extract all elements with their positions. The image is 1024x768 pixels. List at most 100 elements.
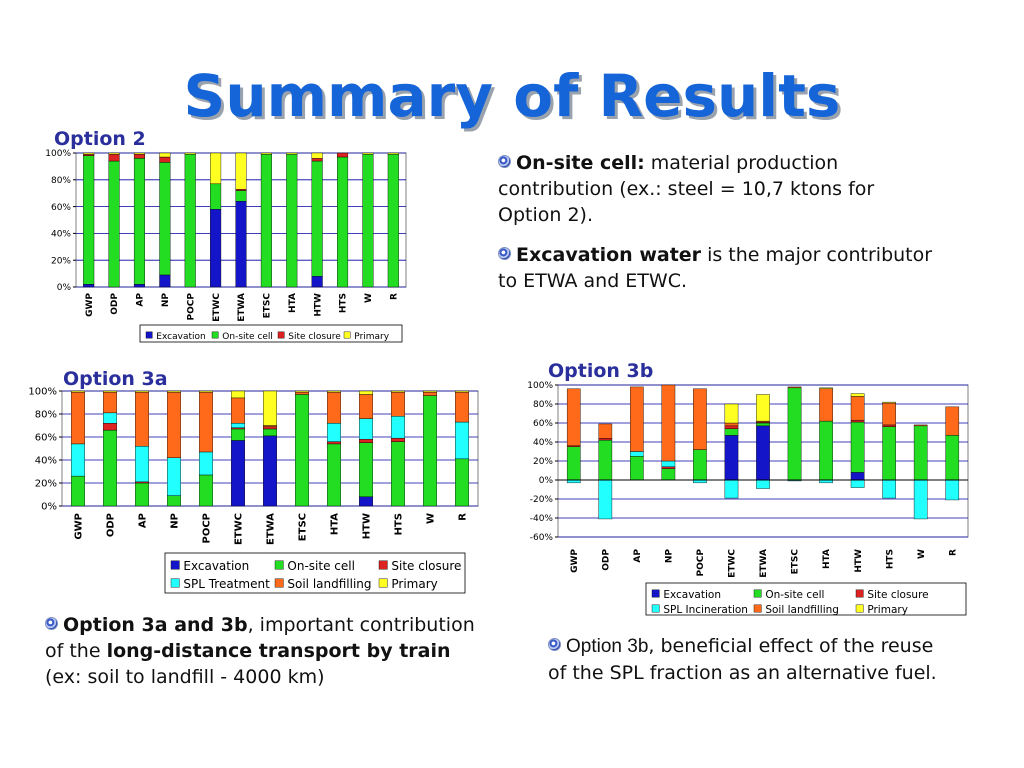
legend-label: SPL Treatment: [183, 577, 270, 591]
bar-segment: [108, 160, 120, 288]
bar-segment: [724, 479, 739, 499]
bar-segment: [391, 437, 405, 442]
bar-segment: [756, 479, 770, 489]
legend-swatch: [343, 331, 351, 339]
x-tick-label: R: [458, 513, 469, 521]
y-tick-label: 40%: [51, 230, 71, 240]
bar-segment: [199, 390, 213, 393]
bullet-on-site-cell: On-site cell: material production contri…: [498, 150, 938, 228]
bar-segment: [235, 201, 247, 288]
bar-segment: [235, 152, 247, 190]
x-tick-label: AP: [138, 513, 149, 528]
y-tick-label: 60%: [35, 433, 57, 444]
bar-segment: [133, 158, 145, 285]
legend-box: [139, 324, 403, 343]
legend-swatch: [378, 560, 388, 570]
legend-label: Excavation: [183, 559, 249, 573]
legend-label: Primary: [867, 604, 908, 616]
bar-segment: [199, 391, 213, 453]
bar-segment: [391, 390, 405, 393]
legend-swatch: [170, 578, 180, 588]
bar-segment: [135, 390, 149, 393]
x-tick-label: GWP: [85, 293, 95, 317]
bar-segment: [455, 458, 469, 507]
x-tick-label: ODP: [601, 549, 611, 571]
bar-segment: [231, 423, 245, 429]
bar-segment: [359, 442, 373, 497]
bar-segment: [598, 439, 613, 481]
bar-segment: [819, 420, 833, 481]
x-tick-label: GWP: [74, 513, 85, 540]
bullet-text-2: (ex: soil to landfill - 4000 km): [45, 666, 325, 688]
bar-segment: [391, 391, 405, 417]
bar-segment: [387, 152, 399, 155]
x-tick-label: ETWA: [759, 549, 769, 578]
legend-label: Primary: [354, 332, 389, 342]
x-tick-label: ETWA: [237, 293, 247, 322]
bar-segment: [455, 390, 469, 393]
y-tick-label: 0%: [41, 502, 57, 513]
bar-segment: [598, 423, 613, 439]
bar-segment: [913, 479, 928, 520]
legend-box: [645, 582, 967, 616]
bar-segment: [661, 384, 676, 462]
x-tick-label: HTA: [330, 513, 341, 535]
bar-segment: [263, 390, 277, 426]
legend-label: On-site cell: [222, 332, 273, 342]
legend-swatch: [651, 589, 660, 598]
x-tick-label: AP: [633, 549, 643, 563]
bar-segment: [756, 394, 770, 422]
bar-segment: [235, 188, 247, 191]
bar-segment: [724, 428, 739, 436]
x-tick-label: POCP: [696, 549, 706, 577]
bar-segment: [199, 474, 213, 507]
bar-segment: [210, 152, 222, 185]
legend-label: Soil landfilling: [765, 604, 839, 616]
legend-label: Site closure: [391, 559, 461, 573]
x-tick-label: NP: [665, 549, 675, 564]
bar-segment: [311, 160, 323, 277]
bar-segment: [311, 152, 323, 159]
y-tick-label: -20%: [530, 495, 554, 505]
bar-segment: [108, 152, 120, 155]
x-tick-label: HTS: [339, 293, 349, 313]
bar-segment: [756, 425, 770, 481]
bar-segment: [423, 390, 437, 393]
bar-segment: [630, 386, 644, 452]
bar-segment: [71, 391, 85, 445]
bar-segment: [231, 440, 245, 507]
legend-swatch: [277, 331, 285, 339]
bar-segment: [83, 152, 95, 155]
bar-segment: [850, 421, 865, 473]
bar-segment: [159, 156, 171, 163]
bar-segment: [210, 183, 222, 210]
bullet-bold-text: Option 3b: [566, 636, 649, 657]
bar-segment: [362, 154, 374, 288]
x-tick-label: ETWC: [212, 293, 222, 322]
bar-segment: [598, 479, 613, 520]
x-tick-label: W: [917, 549, 927, 559]
x-tick-label: R: [948, 549, 958, 556]
bar-segment: [630, 451, 644, 457]
bar-segment: [423, 391, 437, 396]
bar-segment: [103, 412, 117, 424]
bar-segment: [387, 154, 399, 288]
y-tick-label: 0%: [57, 283, 72, 293]
bar-segment: [327, 390, 341, 393]
legend-label: Soil landfilling: [287, 577, 371, 591]
y-tick-label: 80%: [51, 176, 71, 186]
bar-segment: [135, 482, 149, 507]
legend-swatch: [274, 560, 284, 570]
bullet-bold-text-2: long-distance transport by train: [106, 640, 451, 662]
legend-label: Primary: [391, 577, 437, 591]
chart-title-option-3b: Option 3b: [548, 360, 654, 382]
bar-segment: [850, 419, 865, 423]
y-tick-label: 100%: [28, 387, 57, 398]
bar-segment: [135, 446, 149, 483]
x-tick-label: HTW: [362, 513, 373, 539]
bar-segment: [882, 424, 896, 428]
bar-segment: [391, 416, 405, 439]
bar-segment: [819, 387, 833, 389]
y-tick-label: 80%: [533, 400, 553, 410]
bar-segment: [724, 403, 739, 424]
